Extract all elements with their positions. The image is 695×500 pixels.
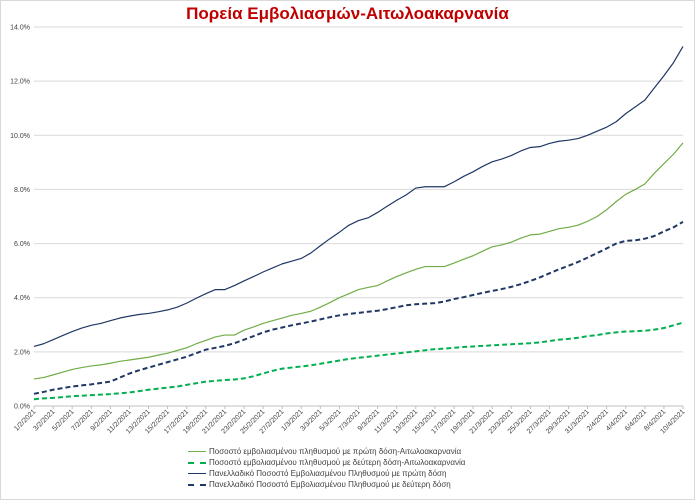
legend-label: Πανελλαδικό Ποσοστό Εμβολιασμένου Πληθυσ… [209,469,447,478]
legend-item-1: Ποσοστό εμβολιασμένου πληθυσμού με πρώτη… [188,446,465,457]
y-tick-label: 14.0% [10,25,30,32]
series-line-3 [33,46,684,348]
legend-item-3: Πανελλαδικό Ποσοστό Εμβολιασμένου Πληθυσ… [188,468,465,479]
y-tick-label: 6.0% [14,241,30,248]
y-tick-label: 10.0% [10,133,30,140]
legend-swatch [188,451,206,452]
series-line-2 [33,321,684,401]
legend-swatch [188,473,206,474]
chart-title: Πορεία Εμβολιασμών-Αιτωλοακαρνανία [186,4,509,23]
legend-item-2: Ποσοστό εμβολιασμένου πληθυσμού με δεύτε… [188,457,465,468]
legend-swatch [188,483,206,486]
chart-legend: Ποσοστό εμβολιασμένου πληθυσμού με πρώτη… [188,446,465,490]
legend-label: Ποσοστό εμβολιασμένου πληθυσμού με πρώτη… [209,447,462,456]
legend-label: Ποσοστό εμβολιασμένου πληθυσμού με δεύτε… [209,458,466,467]
y-tick-label: 0.0% [14,404,30,411]
series-line-1 [33,142,684,380]
legend-label: Πανελλαδικό Ποσοστό Εμβολιασμένου Πληθυσ… [209,480,451,489]
y-tick-label: 2.0% [14,349,30,356]
y-tick-label: 4.0% [14,295,30,302]
y-tick-label: 12.0% [10,79,30,86]
legend-item-4: Πανελλαδικό Ποσοστό Εμβολιασμένου Πληθυσ… [188,479,465,490]
legend-swatch [188,461,206,464]
series-line-4 [33,221,684,395]
y-tick-label: 8.0% [14,187,30,194]
